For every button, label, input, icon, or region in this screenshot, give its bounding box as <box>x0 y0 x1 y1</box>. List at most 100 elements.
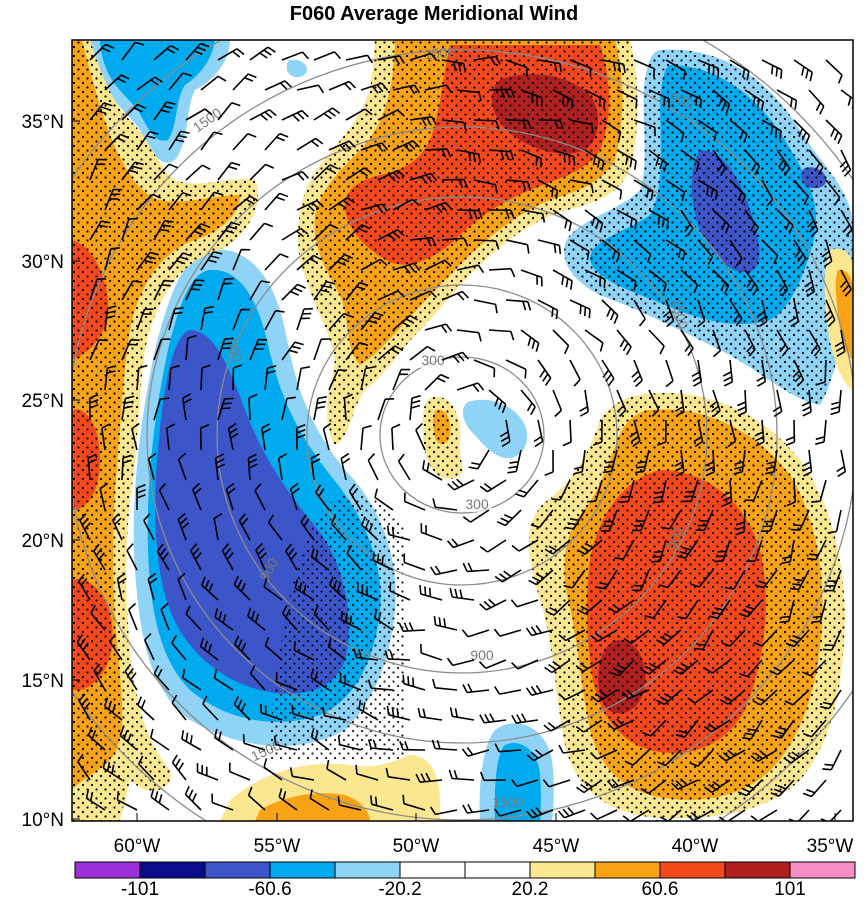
wind-barb <box>264 253 289 271</box>
wind-barb <box>225 482 236 511</box>
wind-barb <box>249 163 275 181</box>
wind-barb <box>374 488 394 511</box>
wind-barb <box>111 513 123 541</box>
map-frame <box>71 39 854 822</box>
wind-barb <box>543 719 571 732</box>
wind-barb <box>462 683 490 694</box>
wind-barb <box>510 778 539 788</box>
wind-barb <box>836 449 847 478</box>
wind-barb <box>360 82 389 94</box>
wind-barb <box>313 107 341 121</box>
wind-barb <box>153 338 171 361</box>
wind-barb <box>552 269 573 290</box>
wind-barb <box>232 73 257 91</box>
wind-barb <box>840 269 852 297</box>
wind-barb <box>348 483 362 511</box>
negative-wind-center <box>462 399 528 459</box>
wind-barb <box>313 280 336 301</box>
wind-barb <box>770 779 795 797</box>
wind-barb <box>402 674 426 691</box>
wind-barb <box>505 299 532 311</box>
wind-barb <box>744 479 763 502</box>
wind-barb <box>544 539 571 555</box>
wind-barb <box>816 359 827 386</box>
wind-barb <box>281 227 309 241</box>
wind-barb <box>432 498 458 511</box>
positive-wind-southeast <box>520 385 853 821</box>
weak-negative-blob <box>462 399 528 459</box>
wind-barb <box>422 460 443 481</box>
wind-barb <box>263 758 283 781</box>
wind-barb <box>446 538 475 549</box>
wind-barb <box>727 419 737 448</box>
wind-barb <box>793 239 807 267</box>
colorbar-swatch <box>74 861 141 879</box>
wind-barb <box>827 509 842 534</box>
wind-barb <box>211 793 234 811</box>
wind-barb <box>456 149 481 164</box>
wind-barb <box>147 572 158 601</box>
wind-barb <box>150 728 170 751</box>
wind-barb <box>153 665 170 691</box>
wind-barb <box>712 209 730 234</box>
wind-barb <box>569 359 581 387</box>
wind-barb <box>456 264 485 274</box>
wind-barb <box>248 393 258 421</box>
wind-barb <box>839 149 852 177</box>
wind-barb <box>403 553 426 571</box>
wind-barb <box>552 209 572 232</box>
wind-barb <box>606 778 635 789</box>
wind-barb <box>330 515 347 541</box>
wind-barb <box>153 101 176 121</box>
wind-barb <box>409 236 437 247</box>
wind-barb <box>575 719 603 733</box>
wind-barb <box>182 393 192 421</box>
wind-barb <box>409 394 421 421</box>
wind-barb <box>377 229 405 241</box>
ring-1200 <box>146 126 778 744</box>
wind-barb <box>89 339 109 361</box>
wind-barb <box>558 629 586 642</box>
wind-barb <box>309 789 330 811</box>
wind-barb <box>537 299 559 320</box>
wind-barb <box>217 102 241 121</box>
wind-barb <box>77 753 91 781</box>
wind-barb <box>776 269 789 297</box>
wind-barb <box>104 365 117 391</box>
wind-barb <box>345 167 373 181</box>
wind-barb <box>744 89 765 111</box>
wind-barb <box>233 575 251 601</box>
wind-barb <box>397 453 411 481</box>
wind-barb <box>177 572 187 601</box>
wind-barb <box>189 543 202 571</box>
wind-barb <box>792 359 805 387</box>
wind-barb <box>249 46 276 61</box>
wind-barb <box>156 543 170 571</box>
wind-barb <box>552 329 570 355</box>
wind-barb <box>660 509 682 530</box>
wind-barb <box>448 769 475 781</box>
wind-barb <box>473 119 500 130</box>
wind-barb <box>511 539 539 552</box>
wind-barb <box>569 179 594 194</box>
wind-barb <box>488 88 516 99</box>
wind-barb <box>232 132 257 151</box>
wind-barb <box>392 262 421 274</box>
wind-barb <box>361 516 379 541</box>
wind-barb <box>569 299 591 319</box>
wind-barb <box>642 719 667 737</box>
colorbar-swatch <box>529 861 596 879</box>
wind-barb <box>593 419 603 446</box>
wind-barb <box>631 569 650 592</box>
wind-barb <box>633 119 656 137</box>
wind-barb <box>399 740 426 751</box>
wind-barb <box>87 453 98 481</box>
wind-barb <box>494 743 522 753</box>
wind-barb <box>136 251 160 271</box>
wind-barb <box>391 423 401 451</box>
wind-barb <box>310 547 330 571</box>
wind-barb <box>697 119 717 142</box>
wind-barb <box>821 239 833 268</box>
wind-barb <box>511 713 539 724</box>
